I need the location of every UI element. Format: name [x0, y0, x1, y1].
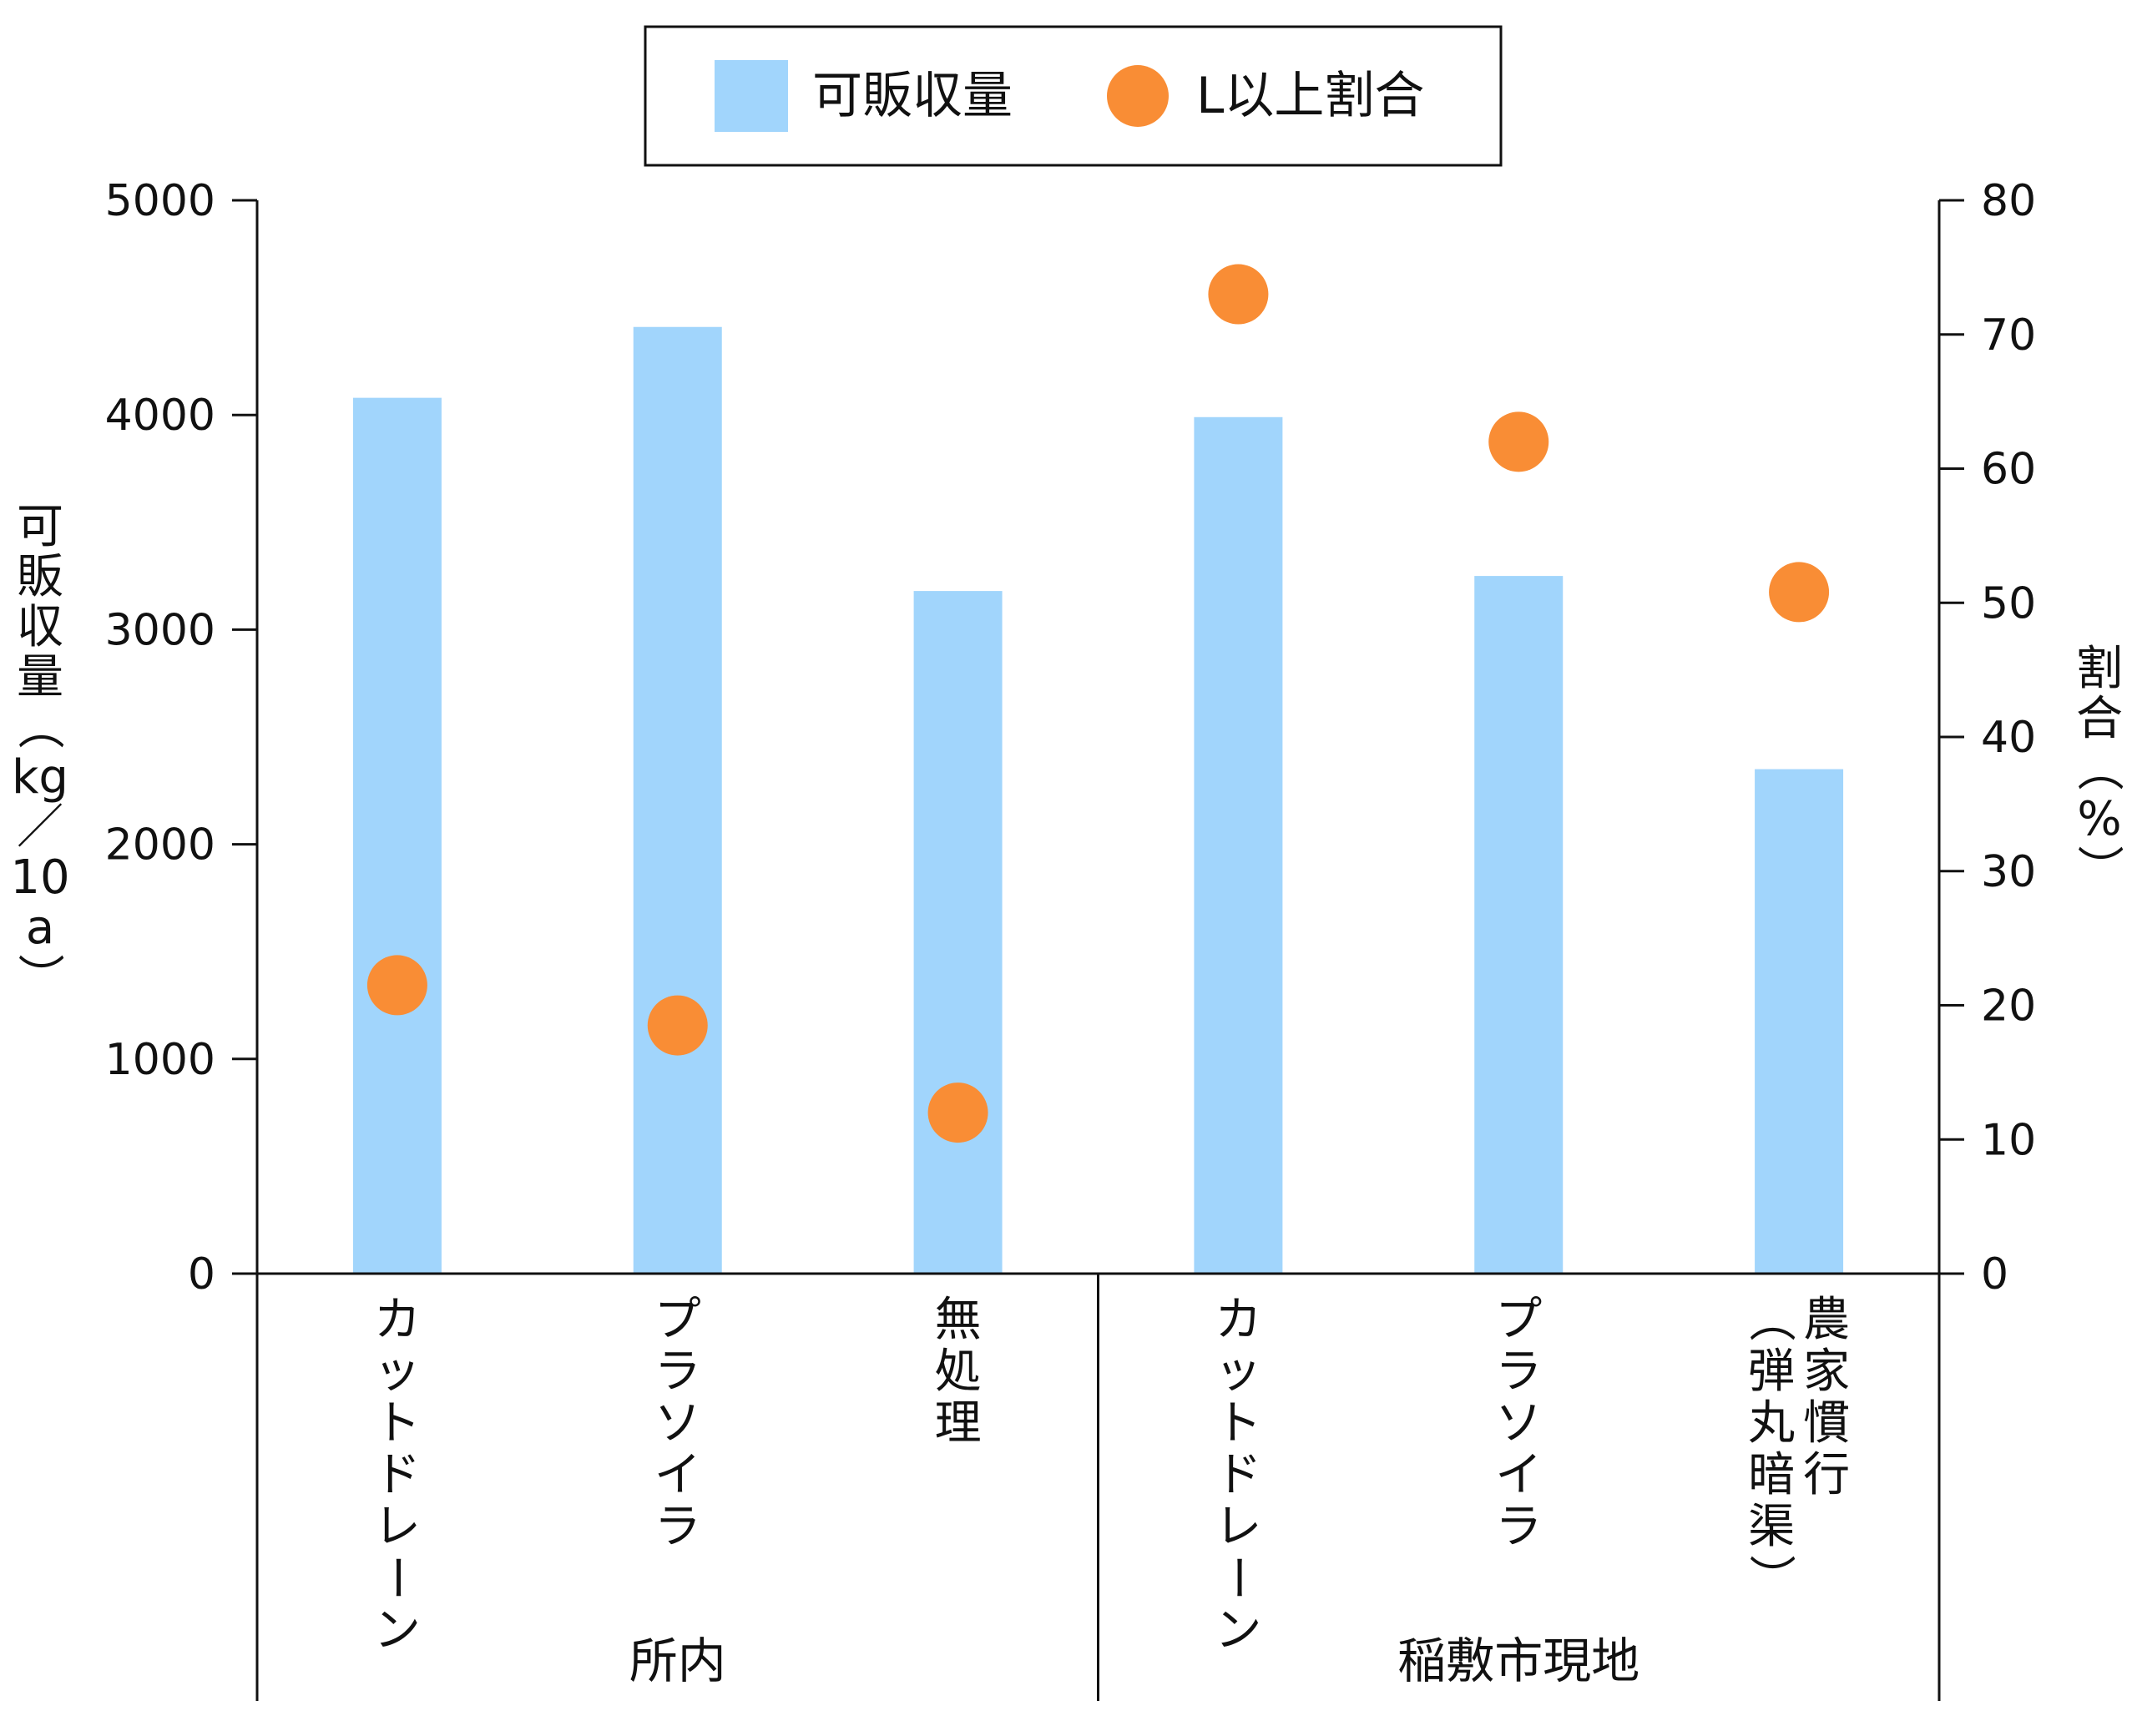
dot-4 [1208, 264, 1269, 325]
category-label-3: 処 [935, 1345, 982, 1399]
bar-5 [1474, 576, 1564, 1274]
dot-6 [1769, 562, 1830, 623]
bar-series [352, 326, 1844, 1274]
right-axis-title: 割合（%） [2071, 642, 2125, 891]
category-label-6: 暗 [1748, 1448, 1795, 1502]
category-label-1: ド [374, 1448, 421, 1502]
right-tick-label: 20 [1981, 982, 2036, 1032]
category-label-5: ラ [1495, 1345, 1542, 1399]
category-label-6: 慣 [1803, 1396, 1850, 1451]
left-tick-label: 0 [188, 1249, 215, 1299]
right-tick-label: 70 [1981, 310, 2036, 361]
left-axis-title-char: ） [12, 953, 66, 1000]
dot-1 [366, 955, 427, 1016]
bar-1 [352, 397, 442, 1274]
legend: 可販収量 L以上割合 [644, 25, 1503, 167]
left-axis-title-char: a [26, 901, 54, 955]
right-axis-title-char: ） [2071, 845, 2125, 891]
category-label-2: ラ [654, 1500, 701, 1554]
category-label-1: ー [369, 1554, 423, 1601]
category-label-4: レ [1215, 1500, 1261, 1554]
group-labels: 所内 稲敷市現地 [629, 1633, 1640, 1689]
right-axis-title-char: 割 [2076, 642, 2123, 696]
category-label-6: ） [1743, 1554, 1797, 1601]
legend-label-dot: L以上割合 [1196, 67, 1424, 125]
category-label-5: プ [1495, 1293, 1542, 1347]
left-axis-title: 可販収量（kg／10a） [10, 500, 69, 1000]
category-label-1: カ [374, 1293, 421, 1347]
left-tick-label: 1000 [105, 1035, 215, 1085]
category-label-1: レ [374, 1500, 421, 1554]
category-label-4: ド [1215, 1448, 1261, 1502]
left-tick-label: 3000 [105, 605, 215, 655]
left-tick-label: 4000 [105, 391, 215, 441]
left-tick-label: 2000 [105, 820, 215, 871]
category-label-2: プ [654, 1293, 701, 1347]
right-tick-label: 0 [1981, 1249, 2008, 1299]
right-axis-ticks: 0 10 20 30 40 50 60 70 80 [1939, 176, 2036, 1299]
dot-series [366, 264, 1830, 1143]
category-label-1: ト [374, 1396, 421, 1451]
category-label-6: 行 [1803, 1448, 1850, 1502]
left-axis-title-char: ／ [17, 800, 63, 855]
right-tick-label: 10 [1981, 1115, 2036, 1165]
category-label-4: ン [1215, 1603, 1261, 1658]
bar-4 [1194, 416, 1283, 1274]
category-label-3: 無 [935, 1293, 982, 1347]
category-label-6: 弾 [1748, 1345, 1795, 1399]
dot-2 [647, 995, 708, 1056]
left-axis-ticks: 0 1000 2000 3000 4000 5000 [105, 176, 257, 1299]
right-tick-label: 60 [1981, 445, 2036, 495]
group-label-2: 稲敷市現地 [1397, 1633, 1639, 1689]
category-label-2: ラ [654, 1345, 701, 1399]
left-axis-title-char: kg [12, 750, 68, 805]
bar-2 [633, 326, 722, 1274]
category-label-3: 理 [935, 1396, 982, 1451]
category-label-4: ッ [1215, 1345, 1261, 1399]
category-label-5: ラ [1495, 1500, 1542, 1554]
category-label-4: カ [1215, 1293, 1261, 1347]
legend-swatch-bar [715, 60, 788, 132]
category-label-6: 丸 [1748, 1396, 1795, 1451]
left-axis-title-char: 可 [17, 500, 63, 554]
right-axis-title-char: 合 [2076, 692, 2123, 746]
category-label-6: 渠 [1748, 1500, 1795, 1554]
left-tick-label: 5000 [105, 176, 215, 226]
category-label-4: ト [1215, 1396, 1261, 1451]
category-label-5: ソ [1495, 1396, 1542, 1451]
left-axis-title-char: 販 [17, 550, 63, 604]
axes [232, 200, 1964, 1701]
category-label-2: イ [654, 1448, 701, 1502]
category-label-4: ー [1210, 1554, 1264, 1601]
right-axis-title-char: % [2077, 792, 2121, 846]
left-axis-title-char: 10 [10, 850, 69, 905]
right-tick-label: 80 [1981, 176, 2036, 226]
right-tick-label: 40 [1981, 713, 2036, 763]
category-label-6: 家 [1803, 1345, 1850, 1399]
category-label-5: イ [1495, 1448, 1542, 1502]
group-label-1: 所内 [629, 1633, 726, 1689]
legend-label-bar: 可販収量 [812, 67, 1013, 125]
left-axis-title-char: 量 [17, 650, 63, 704]
right-axis-title-char: （ [2071, 744, 2125, 791]
right-tick-label: 30 [1981, 847, 2036, 897]
left-axis-title-char: （ [12, 703, 66, 749]
category-label-2: ソ [654, 1396, 701, 1451]
left-axis-title-char: 収 [17, 600, 63, 654]
legend-swatch-dot [1107, 65, 1169, 127]
category-label-6: 農 [1803, 1293, 1850, 1347]
bar-6 [1755, 769, 1844, 1274]
category-label-1: ン [374, 1603, 421, 1658]
right-tick-label: 50 [1981, 578, 2036, 628]
dot-5 [1488, 411, 1549, 472]
category-label-6: （ [1743, 1295, 1797, 1342]
category-label-1: ッ [374, 1345, 421, 1399]
dot-3 [927, 1082, 988, 1143]
bar-3 [913, 591, 1003, 1274]
